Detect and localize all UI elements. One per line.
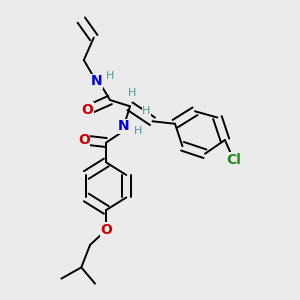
Text: N: N	[91, 74, 102, 88]
Text: H: H	[142, 106, 150, 116]
Text: H: H	[128, 88, 137, 98]
Text: N: N	[118, 119, 130, 133]
Text: H: H	[106, 71, 114, 81]
Text: O: O	[100, 223, 112, 237]
Text: H: H	[134, 126, 142, 136]
Text: O: O	[82, 103, 94, 117]
Text: Cl: Cl	[226, 153, 241, 167]
Text: O: O	[78, 133, 90, 147]
